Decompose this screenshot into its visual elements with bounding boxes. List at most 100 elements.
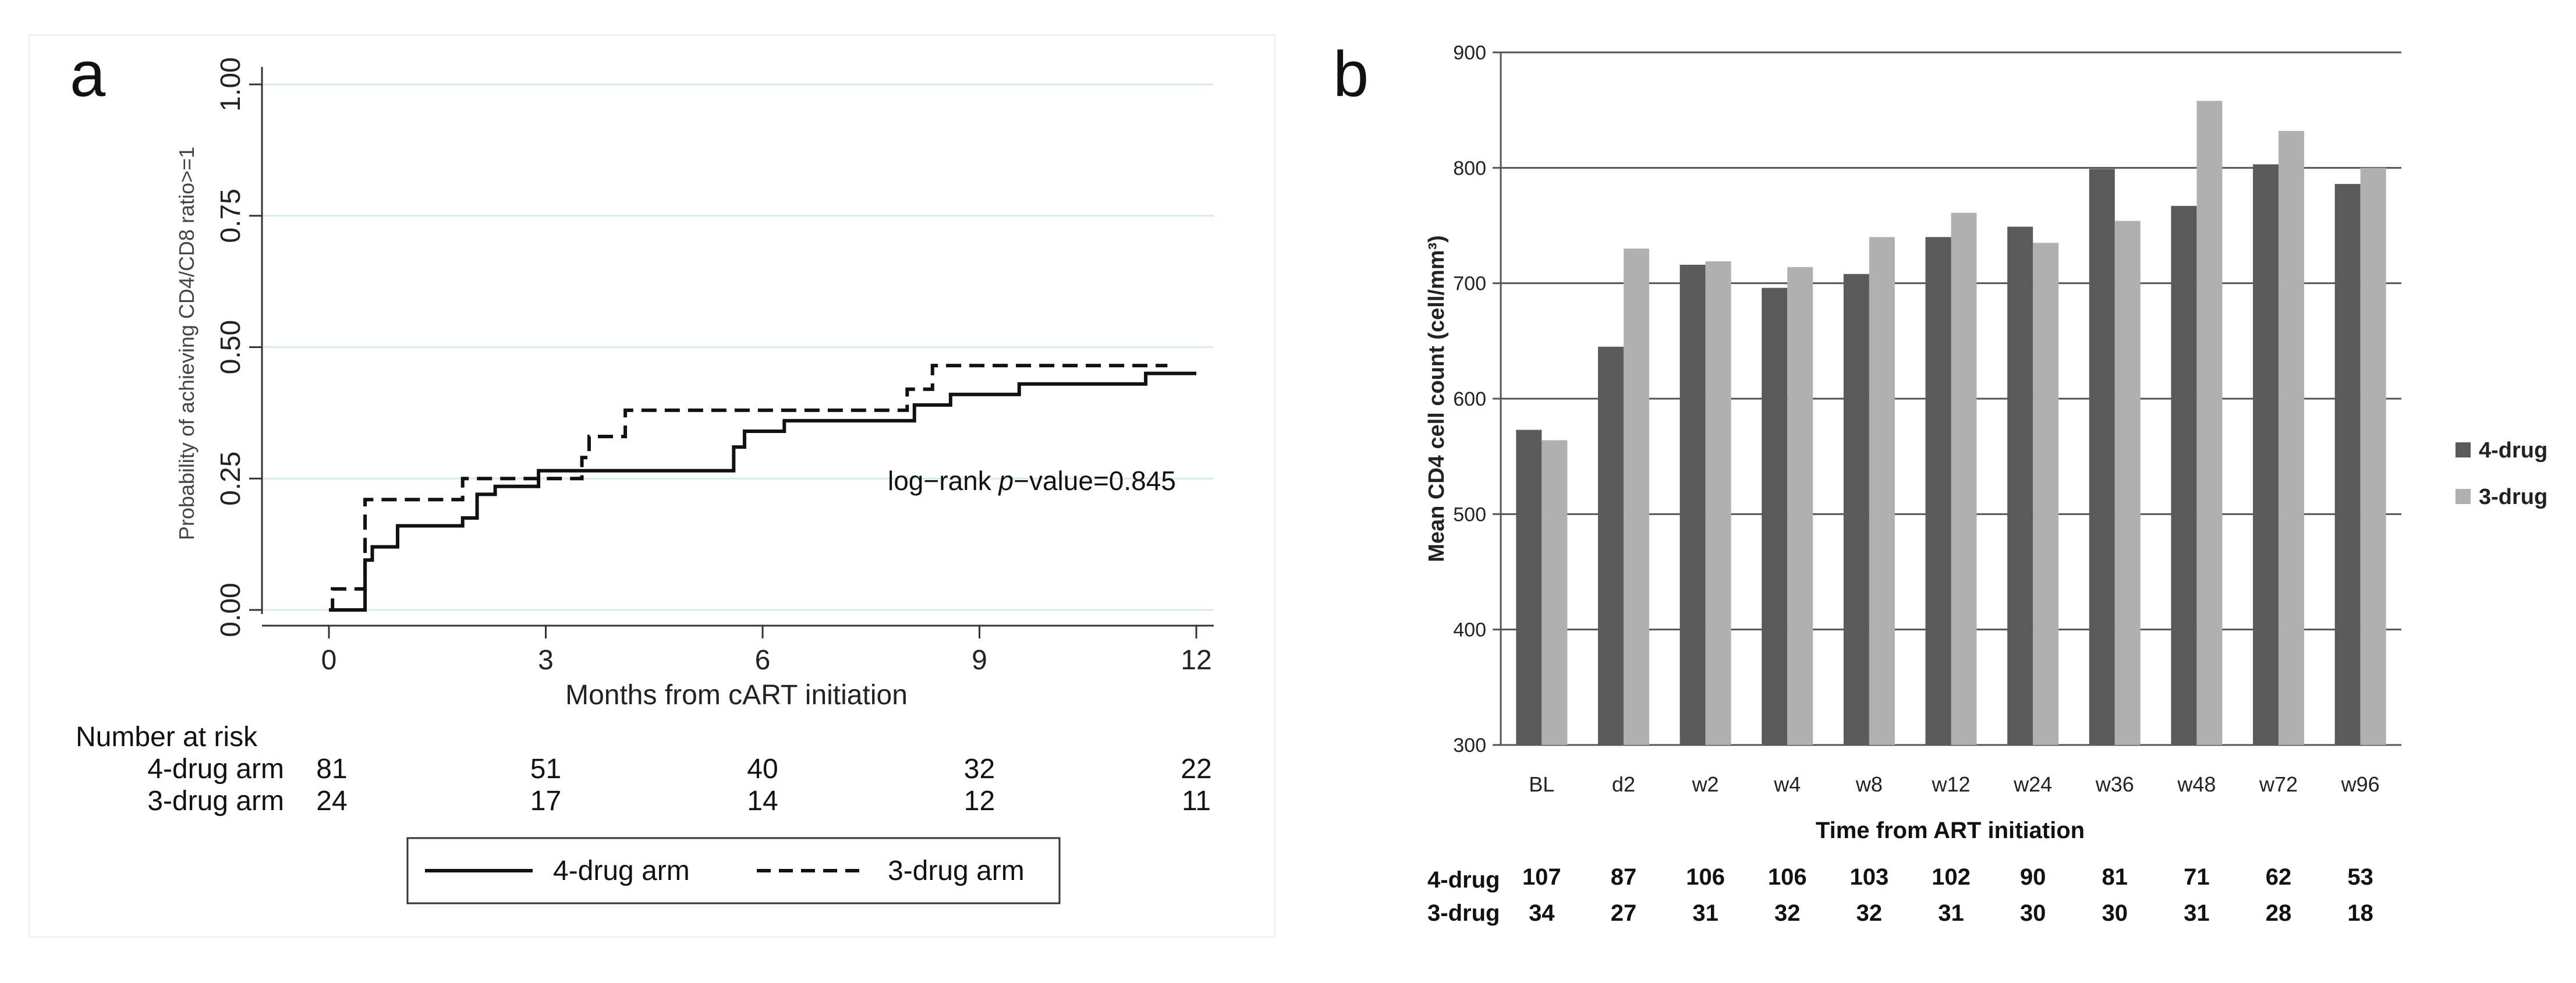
- series-line-4-drug-arm: [329, 371, 1196, 612]
- bar-3-drug-w72: [2279, 130, 2305, 745]
- bar-3-drug-d2: [1623, 249, 1649, 746]
- bar-4-drug-w96: [2334, 184, 2361, 746]
- legend: 4-drug arm 3-drug arm: [406, 837, 1061, 904]
- risk-value: 51: [530, 754, 561, 785]
- y-ticks: 0.00 0.25 0.50 0.75 1.00: [215, 57, 262, 637]
- bar-4-drug-w8: [1843, 274, 1869, 745]
- risk-value: 102: [1932, 864, 1971, 890]
- survival-curves: [329, 364, 1196, 612]
- risk-value: 107: [1522, 864, 1561, 890]
- risk-value: 17: [530, 786, 561, 817]
- x-axis-label: Months from cART initiation: [565, 680, 908, 711]
- risk-value: 28: [2266, 900, 2292, 926]
- risk-value: 34: [1529, 900, 1555, 926]
- bar-3-drug-w2: [1705, 261, 1731, 745]
- x-tick-label: w72: [2259, 772, 2298, 796]
- annotation-italic: p: [998, 466, 1014, 496]
- risk-value: 14: [747, 786, 778, 817]
- legend-label-4-drug: 4-drug: [2479, 438, 2547, 463]
- risk-value: 12: [964, 786, 995, 817]
- risk-value: 31: [1938, 900, 1964, 926]
- x-tick-label: BL: [1529, 772, 1554, 796]
- y-tick-label: 400: [1453, 619, 1486, 641]
- risk-value: 22: [1181, 754, 1211, 785]
- bars: [1516, 101, 2386, 746]
- axes: [261, 67, 1214, 627]
- legend-swatch-3-drug: [2455, 489, 2471, 504]
- risk-table: 4-drug arm 81 51 40 32 22 3-drug arm 24 17 14 12 11: [147, 754, 1211, 817]
- risk-value: 18: [2347, 900, 2373, 926]
- risk-value: 81: [2102, 864, 2128, 890]
- y-tick-label: 0.25: [215, 452, 246, 506]
- x-ticks: 0 3 6 9 12: [321, 626, 1212, 676]
- x-tick-label: w96: [2341, 772, 2380, 796]
- y-tick-label: 600: [1453, 388, 1486, 410]
- panel-b-label: b: [1333, 38, 1369, 110]
- x-tick-label: w2: [1692, 772, 1719, 796]
- risk-table-title: Number at risk: [76, 722, 258, 753]
- y-tick-label: 800: [1453, 157, 1486, 179]
- risk-value: 27: [1611, 900, 1637, 926]
- y-tick-label: 0.50: [215, 320, 246, 374]
- bar-3-drug-w96: [2360, 168, 2386, 745]
- panel-a: a 0.00 0.25 0.50 0.75 1.00 0 3 6 9 12 Probabilit…: [28, 34, 1276, 938]
- y-tick-label: 0.00: [215, 583, 246, 637]
- bar-3-drug-BL: [1542, 440, 1568, 745]
- risk-value: 11: [1182, 786, 1211, 817]
- annotation-prefix: log−rank: [888, 466, 999, 496]
- risk-value: 103: [1849, 864, 1888, 890]
- bar-4-drug-d2: [1597, 346, 1624, 745]
- legend: 4-drug 3-drug: [2455, 438, 2547, 509]
- x-tick-label: d2: [1612, 772, 1635, 796]
- y-axis-label: Probability of achieving CD4/CD8 ratio>=…: [175, 147, 199, 540]
- x-axis-label: Time from ART initiation: [1816, 818, 2085, 843]
- bar-4-drug-w36: [2089, 169, 2115, 746]
- x-tick-label: 12: [1181, 645, 1211, 676]
- bar-3-drug-w4: [1787, 267, 1813, 745]
- risk-row-label: 4-drug arm: [147, 754, 284, 785]
- x-tick-label: 3: [538, 645, 554, 676]
- x-tick-label: 0: [321, 645, 337, 676]
- y-tick-label: 300: [1453, 734, 1486, 757]
- legend-label-3-drug: 3-drug: [2479, 485, 2547, 509]
- panel-a-label: a: [70, 38, 106, 110]
- risk-value: 31: [1692, 900, 1718, 926]
- risk-value: 106: [1686, 864, 1725, 890]
- bar-4-drug-w2: [1679, 264, 1706, 745]
- risk-value: 71: [2184, 864, 2210, 890]
- bar-3-drug-w48: [2196, 101, 2223, 745]
- x-tick-label: w4: [1773, 772, 1801, 796]
- risk-value: 32: [1774, 900, 1801, 926]
- risk-value: 32: [1856, 900, 1883, 926]
- legend-label-4-drug-arm: 4-drug arm: [553, 856, 690, 886]
- bar-4-drug-w4: [1762, 288, 1788, 746]
- risk-value: 81: [316, 754, 347, 785]
- y-ticks: 300 400 500 600 700 800 900: [1453, 42, 1501, 757]
- risk-row-label: 3-drug arm: [147, 786, 284, 817]
- y-tick-label: 700: [1453, 273, 1486, 295]
- bar-4-drug-w24: [2007, 226, 2033, 745]
- risk-value: 30: [2102, 900, 2128, 926]
- log-rank-annotation: log−rank p−value=0.845: [888, 466, 1176, 496]
- x-tick-label: w24: [2013, 772, 2052, 796]
- risk-value: 30: [2020, 900, 2046, 926]
- bar-3-drug-w12: [1951, 212, 1977, 745]
- x-tick-label: w48: [2177, 772, 2216, 796]
- risk-value: 32: [964, 754, 995, 785]
- x-tick-label: w12: [1931, 772, 1970, 796]
- x-ticks: BL d2 w2 w4 w8 w12 w24 w36 w48 w72 w96: [1529, 772, 2379, 796]
- x-tick-label: w8: [1855, 772, 1883, 796]
- bar-3-drug-w24: [2033, 243, 2059, 745]
- panel-a-frame: [28, 34, 1276, 938]
- risk-row-label: 3-drug: [1427, 900, 1500, 926]
- grid-lines: [262, 83, 1214, 611]
- y-tick-label: 900: [1453, 42, 1486, 64]
- risk-value: 62: [2266, 864, 2292, 890]
- y-tick-label: 1.00: [215, 57, 246, 111]
- legend-swatch-4-drug: [2455, 442, 2471, 457]
- bar-4-drug-w12: [1925, 237, 1951, 745]
- risk-value: 53: [2347, 864, 2373, 890]
- risk-value: 90: [2020, 864, 2046, 890]
- bar-4-drug-w48: [2171, 205, 2197, 745]
